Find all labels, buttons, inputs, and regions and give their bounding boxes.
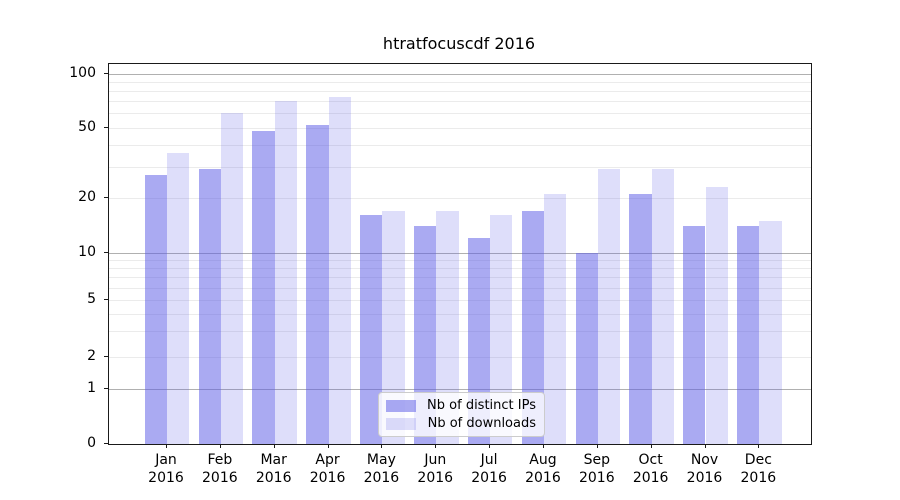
legend: Nb of distinct IPs Nb of downloads [378,392,545,437]
x-tick-mark [381,444,383,448]
gridline-minor [109,144,811,146]
y-tick-mark [104,443,108,444]
gridline-major [109,252,811,254]
x-tick-label: Aug 2016 [525,452,561,486]
x-tick-label: Mar 2016 [255,452,292,486]
gridline-minor [109,91,811,93]
gridline-minor [109,101,811,103]
bar-distinct-ips [737,226,760,444]
gridline-minor [109,356,811,358]
bar-downloads [705,187,728,444]
bar-downloads [328,97,351,444]
y-tick-label: 50 [78,118,96,135]
bar-downloads [274,101,297,444]
y-tick-mark [104,388,108,390]
y-tick-mark [104,196,108,198]
legend-label-downloads: Nb of downloads [427,416,536,431]
y-tick-label: 5 [87,291,96,307]
x-tick-label: Feb 2016 [202,452,238,486]
x-tick-mark [758,444,760,448]
x-tick-mark [542,444,544,448]
bar-distinct-ips [306,124,329,444]
x-tick-mark [650,444,652,448]
legend-item-downloads: Nb of downloads [386,416,536,431]
x-tick-mark [435,444,437,448]
x-tick-label: Dec 2016 [740,452,777,486]
x-tick-mark [489,444,491,448]
gridline-minor [109,81,811,83]
x-tick-mark [596,444,598,448]
gridline-minor [109,166,811,168]
bar-downloads [651,169,674,444]
y-tick-mark [104,126,108,128]
gridline-minor [109,113,811,115]
bar-downloads [382,210,405,444]
y-tick-label: 20 [78,188,96,205]
x-tick-label: Jan 2016 [148,452,184,486]
y-tick-mark [104,355,108,357]
y-tick-mark [104,72,108,74]
bar-downloads [220,113,244,444]
x-tick-mark [166,444,167,448]
legend-swatch-distinct-ips [386,399,416,412]
bar-distinct-ips [413,226,437,444]
x-tick-label: Jul 2016 [471,452,507,486]
bar-downloads [167,152,190,444]
x-tick-label: Sep 2016 [578,452,615,486]
x-tick-label: Jun 2016 [417,452,454,486]
bar-downloads [759,220,782,444]
x-tick-label: Nov 2016 [686,452,723,486]
legend-label-distinct-ips: Nb of distinct IPs [427,398,536,413]
bar-downloads [597,169,621,444]
bar-distinct-ips [575,252,598,444]
y-tick-label: 1 [87,380,96,397]
gridline-major [109,389,811,391]
bar-distinct-ips [144,174,167,444]
gridline-minor [109,300,811,301]
y-tick-label: 2 [87,347,96,364]
legend-item-distinct-ips: Nb of distinct IPs [386,398,536,413]
gridline-minor [109,127,811,129]
legend-swatch-downloads [386,417,416,430]
y-tick-mark [104,251,108,253]
bar-distinct-ips [198,169,221,444]
bar-distinct-ips [252,130,275,444]
plot-area [108,63,812,445]
x-tick-label: May 2016 [363,452,400,486]
y-tick-label: 0 [87,435,96,451]
gridline-major [109,73,811,75]
gridline-minor [109,267,811,269]
x-tick-mark [327,444,329,448]
x-tick-mark [219,444,221,448]
x-tick-mark [704,444,706,448]
bar-distinct-ips [629,193,652,444]
bar-distinct-ips [360,215,383,444]
x-tick-mark [273,444,275,448]
bar-downloads [543,193,567,444]
bar-distinct-ips [521,210,544,444]
bar-downloads [490,215,513,444]
chart-title: htratfocuscdf 2016 [382,34,536,53]
gridline-minor [109,259,811,261]
gridline-minor [109,313,811,315]
gridline-minor [109,197,811,199]
bar-downloads [436,210,459,444]
bar-distinct-ips [683,226,706,444]
gridline-minor [109,277,811,279]
y-tick-label: 100 [69,64,96,81]
y-tick-mark [104,299,108,300]
gridline-minor [109,287,811,289]
x-tick-label: Oct 2016 [632,452,669,486]
y-tick-label: 10 [78,243,96,260]
gridline-minor [109,331,811,333]
x-tick-label: Apr 2016 [309,452,346,486]
